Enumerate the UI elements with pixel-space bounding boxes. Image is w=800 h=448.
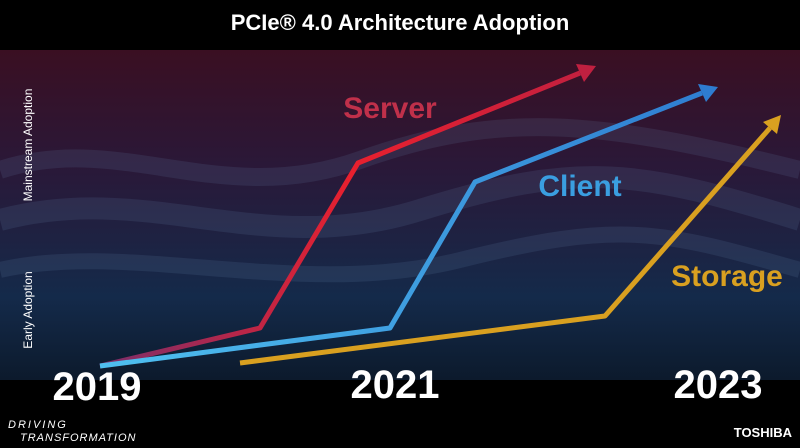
year-label: 2019 — [53, 365, 142, 409]
arrows — [99, 64, 781, 369]
client-arrow — [99, 90, 703, 369]
year-label: 2021 — [351, 363, 440, 407]
arrowhead — [576, 64, 596, 82]
arrowhead — [698, 84, 718, 102]
tagline: TRANSFORMATION — [20, 432, 136, 444]
curve-label: Storage — [671, 260, 783, 293]
curve-label: Client — [538, 170, 621, 203]
year-label: 2023 — [674, 363, 763, 407]
title: PCIe® 4.0 Architecture Adoption — [231, 10, 570, 35]
tagline: DRIVING — [8, 419, 68, 431]
server-arrow — [99, 70, 581, 369]
storage-arrow — [239, 126, 772, 366]
brand: TOSHIBA — [734, 425, 793, 440]
axis-label: Early Adoption — [21, 271, 35, 348]
curve-label: Server — [343, 92, 437, 125]
axis-label: Mainstream Adoption — [21, 89, 35, 202]
arrowhead — [763, 115, 781, 134]
